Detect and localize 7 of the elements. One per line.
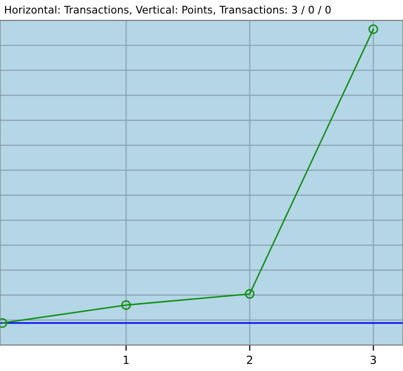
x-tick-label: 3 bbox=[370, 356, 376, 364]
point bbox=[121, 300, 131, 310]
x-tick-label: 1 bbox=[124, 356, 129, 364]
point bbox=[368, 24, 378, 34]
point bbox=[244, 289, 255, 299]
chart-title: Horizontal: Transactions, Vertical: Points, Transactions: 3 / 0 / 0 bbox=[5, 6, 331, 15]
x-tick-label: 2 bbox=[246, 356, 252, 364]
